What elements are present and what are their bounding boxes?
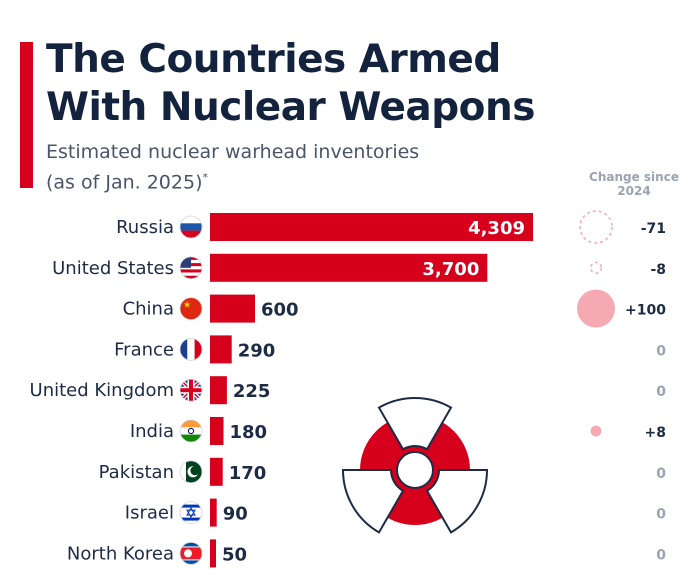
bar — [210, 539, 216, 568]
bar — [210, 376, 227, 405]
bar — [210, 335, 232, 364]
category-label: North Korea — [67, 543, 174, 564]
title-accent-bar — [20, 42, 33, 188]
israel-flag-icon — [179, 501, 203, 524]
change-bubble — [579, 210, 613, 244]
france-flag-icon — [179, 337, 203, 361]
bar — [210, 294, 255, 323]
change-label: +8 — [645, 425, 666, 441]
value-label: 3,700 — [422, 259, 479, 280]
us-flag-icon — [179, 256, 203, 280]
bar — [210, 253, 488, 282]
value-label: 290 — [238, 340, 276, 361]
value-label: 170 — [229, 463, 267, 484]
bar — [210, 417, 224, 445]
change-label: 0 — [656, 384, 666, 400]
category-label: India — [130, 421, 174, 442]
subtitle-text: Estimated nuclear warhead inventories (a… — [46, 141, 420, 194]
change-bubble — [589, 261, 603, 274]
north-korea-flag-icon — [179, 542, 203, 565]
change-since-2024-header: Change since 2024 — [589, 170, 679, 198]
subtitle-footnote-mark: * — [202, 171, 208, 184]
value-label: 4,309 — [468, 218, 525, 239]
category-label: United Kingdom — [30, 380, 174, 401]
change-label: 0 — [656, 343, 666, 359]
value-label: 180 — [229, 422, 267, 443]
india-flag-icon — [179, 419, 203, 443]
change-label: 0 — [656, 547, 666, 563]
category-label: China — [123, 299, 174, 320]
chart-subtitle: Estimated nuclear warhead inventories (a… — [46, 139, 419, 195]
change-label: 0 — [656, 507, 666, 523]
value-label: 50 — [222, 544, 247, 565]
change-label: 0 — [656, 466, 666, 482]
svg-text:★: ★ — [183, 301, 191, 311]
change-label: -71 — [641, 221, 666, 237]
change-bubble — [577, 289, 615, 328]
radiation-blade — [377, 397, 453, 451]
uk-flag-icon — [179, 378, 203, 402]
russia-flag-icon — [179, 215, 203, 239]
category-label: Israel — [125, 503, 174, 524]
category-label: United States — [52, 258, 174, 279]
pakistan-flag-icon — [179, 460, 203, 484]
value-label: 225 — [233, 381, 271, 402]
radiation-icon — [341, 397, 489, 534]
change-label: +100 — [625, 303, 666, 319]
category-label: France — [114, 339, 174, 360]
value-label: 90 — [223, 504, 248, 525]
china-flag-icon: ★ — [179, 297, 203, 321]
radiation-blade — [341, 469, 405, 534]
bar — [210, 498, 217, 527]
radiation-blade — [425, 469, 489, 534]
change-bubble — [590, 425, 602, 437]
change-label: -8 — [650, 262, 666, 278]
chart-title: The Countries Armed With Nuclear Weapons — [46, 37, 535, 130]
bar — [210, 213, 533, 241]
bar — [210, 457, 223, 486]
category-label: Russia — [116, 217, 174, 238]
category-label: Pakistan — [99, 462, 174, 483]
value-label: 600 — [261, 300, 299, 321]
